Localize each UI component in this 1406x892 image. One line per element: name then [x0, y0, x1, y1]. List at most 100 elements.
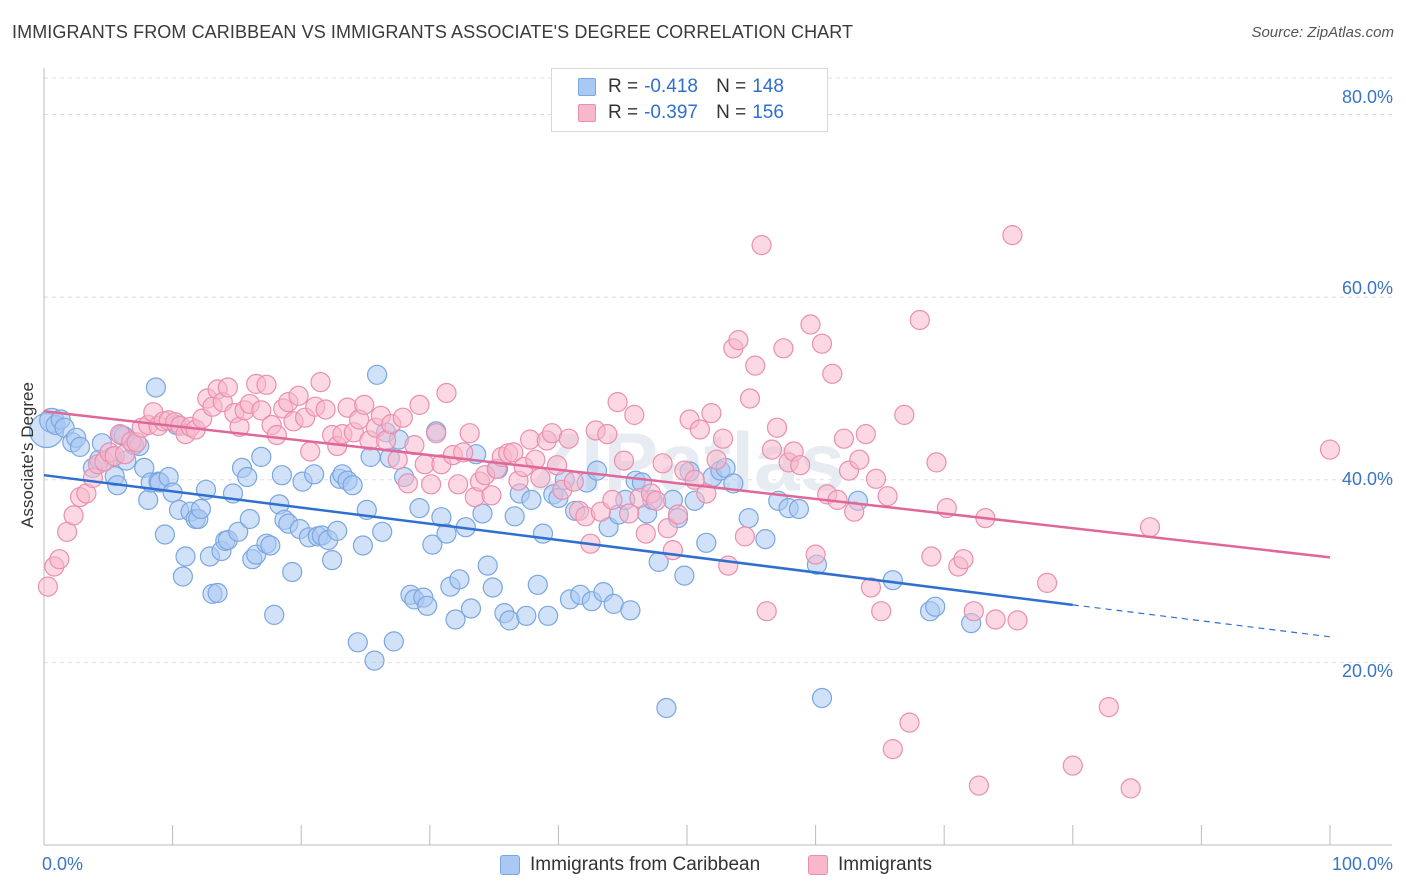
caribbean-point [172, 566, 193, 587]
immigrants-point [217, 377, 238, 398]
r-value: -0.397 [644, 102, 698, 123]
caribbean-point [532, 523, 554, 544]
caribbean-point [367, 364, 388, 385]
immigrants-point [387, 449, 408, 470]
caribbean-point [521, 489, 542, 510]
immigrants-point [1002, 225, 1023, 246]
immigrants-point [662, 539, 684, 561]
immigrants-point [773, 338, 794, 359]
caribbean-point [322, 549, 343, 571]
immigrants-point [877, 486, 898, 507]
immigrants-point [652, 453, 673, 474]
caribbean-point [417, 595, 438, 616]
immigrants-point [266, 424, 287, 446]
grid-lines [44, 77, 1392, 663]
immigrants-point [689, 419, 711, 440]
y-tick-label-20: 20.0% [1342, 661, 1393, 681]
immigrants-point [618, 503, 640, 524]
caribbean-point [69, 436, 91, 457]
immigrants-point [624, 404, 645, 425]
r-value: -0.418 [644, 76, 698, 97]
stats-legend-row-caribbean: R = -0.418 N = 148 [578, 74, 784, 100]
immigrants-point [696, 483, 717, 504]
immigrants-point [436, 382, 457, 404]
immigrants-point [459, 423, 480, 444]
caribbean-point [364, 650, 385, 671]
immigrants-point [811, 333, 833, 354]
data-points [28, 225, 1341, 799]
caribbean-point [788, 498, 810, 520]
immigrants-point [613, 450, 635, 471]
immigrants-point [766, 417, 788, 438]
caribbean-point [264, 604, 285, 626]
caribbean-point [228, 521, 249, 542]
caribbean-point [477, 555, 498, 576]
immigrants-point [657, 518, 678, 539]
axes [43, 68, 1392, 846]
caribbean-point [516, 605, 537, 626]
caribbean-point [586, 460, 608, 481]
r-label: R = [608, 102, 639, 123]
caribbean-point [138, 489, 159, 510]
caribbean-point [207, 582, 228, 604]
axis-labels: Associate's Degree 0.0% 100.0% 20.0% 40.… [18, 87, 1393, 874]
immigrants-point [597, 424, 618, 445]
immigrants-point [833, 428, 855, 449]
caribbean-point [175, 546, 196, 567]
immigrants-point [563, 471, 584, 492]
caribbean-point [409, 498, 430, 519]
caribbean-point [237, 466, 258, 488]
immigrants-point [739, 388, 761, 409]
immigrants-point [761, 439, 783, 460]
caribbean-point [260, 535, 281, 556]
immigrants-point [728, 330, 749, 351]
immigrants-point [421, 474, 442, 495]
immigrants-point [909, 309, 930, 331]
y-axis-label: Associate's Degree [18, 382, 37, 528]
immigrants-point [899, 712, 920, 733]
legend-item-caribbean[interactable]: Immigrants from Caribbean [500, 852, 760, 878]
immigrants-point [953, 549, 974, 570]
immigrants-point [37, 576, 59, 597]
immigrants-point [985, 609, 1006, 630]
immigrants-point [256, 374, 277, 395]
immigrants-point [706, 449, 727, 470]
caribbean-point [347, 632, 368, 653]
immigrants-point [790, 455, 811, 476]
caribbean-point [352, 535, 373, 556]
immigrants-point [860, 577, 882, 598]
caribbean-trend-line [43, 473, 1073, 607]
immigrants-point [251, 400, 272, 421]
immigrants-trend-line [43, 410, 1331, 559]
legend-item-immigrants[interactable]: Immigrants [808, 852, 932, 878]
caribbean-point [154, 524, 175, 545]
immigrants-point [310, 372, 331, 393]
legend-label-caribbean: Immigrants from Caribbean [530, 854, 761, 875]
caribbean-point [527, 574, 548, 595]
n-label: N = [716, 76, 747, 97]
caribbean-point [674, 565, 695, 586]
immigrants-point [963, 601, 984, 622]
immigrants-point [1319, 439, 1341, 460]
immigrants-point [448, 474, 469, 495]
caribbean-point [145, 377, 166, 398]
immigrants-point [701, 403, 722, 424]
immigrants-point [354, 394, 375, 415]
immigrants-point [1098, 696, 1119, 718]
series-legend: Immigrants from Caribbean Immigrants [0, 852, 1406, 878]
trend-lines [43, 410, 1331, 638]
immigrants-point [926, 452, 947, 473]
caribbean-point [190, 498, 211, 520]
immigrants-point [541, 423, 563, 444]
immigrants-point [745, 355, 766, 376]
immigrants-point [751, 235, 772, 256]
immigrants-point [1062, 755, 1083, 776]
stats-legend-row-immigrants: R = -0.397 N = 156 [578, 100, 784, 126]
caribbean-point [436, 523, 457, 544]
caribbean-point [620, 600, 641, 621]
caribbean-point [342, 475, 363, 496]
n-value: 148 [752, 76, 784, 97]
immigrants-point [63, 505, 84, 526]
immigrants-point [667, 504, 689, 525]
